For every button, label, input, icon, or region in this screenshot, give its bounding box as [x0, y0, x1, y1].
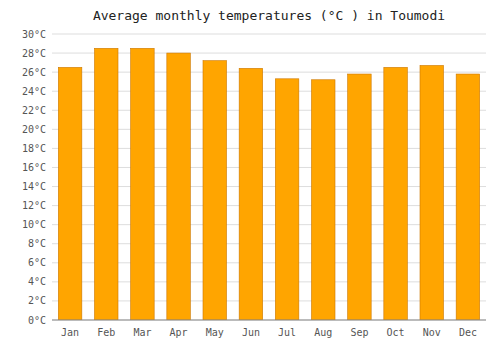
x-tick-label: Oct: [387, 327, 405, 338]
bar: [384, 67, 408, 320]
bar: [420, 65, 444, 320]
x-tick-label: Mar: [133, 327, 151, 338]
grid: [52, 34, 486, 320]
x-tick-label: Apr: [170, 327, 188, 338]
bar: [203, 61, 227, 320]
y-tick-label: 14°C: [22, 181, 46, 192]
y-tick-label: 8°C: [28, 238, 46, 249]
x-tick-label: Dec: [459, 327, 477, 338]
bar: [348, 74, 372, 320]
grid-line: [52, 34, 486, 35]
bar: [167, 53, 191, 320]
x-tick-label: Jan: [61, 327, 79, 338]
x-tick-label: Sep: [350, 327, 368, 338]
y-axis: 0°C 2°C 4°C 6°C 8°C 10°C 12°C 14°C 16°C 18°C 20°C 2…: [22, 29, 46, 326]
bar: [58, 67, 82, 320]
x-tick-label: Aug: [314, 327, 332, 338]
bar: [239, 68, 263, 320]
x-tick-label: Feb: [97, 327, 115, 338]
x-axis-line: [52, 320, 486, 321]
y-tick-label: 20°C: [22, 124, 46, 135]
bar: [131, 48, 155, 320]
title: Average monthly temperatures (°C ) in To…: [93, 8, 445, 23]
y-tick-label: 12°C: [22, 200, 46, 211]
x-axis: Jan Feb Mar Apr May Jun Jul Aug Sep Oct Nov Dec: [52, 320, 486, 338]
y-tick-label: 22°C: [22, 105, 46, 116]
y-tick-label: 16°C: [22, 162, 46, 173]
y-tick-label: 30°C: [22, 29, 46, 40]
x-tick-label: May: [206, 327, 224, 338]
x-tick-label: Jul: [278, 327, 296, 338]
y-tick-label: 18°C: [22, 143, 46, 154]
y-tick-label: 0°C: [28, 315, 46, 326]
y-tick-label: 28°C: [22, 48, 46, 59]
y-tick-label: 10°C: [22, 219, 46, 230]
chart: Average monthly temperatures (°C ) in To…: [0, 0, 500, 350]
y-tick-label: 2°C: [28, 295, 46, 306]
bar: [275, 79, 299, 320]
bars: [58, 48, 479, 320]
bar: [456, 74, 480, 320]
grid-line: [52, 320, 486, 321]
y-tick-label: 26°C: [22, 67, 46, 78]
bar: [311, 80, 335, 320]
x-tick-label: Jun: [242, 327, 260, 338]
y-tick-label: 6°C: [28, 257, 46, 268]
y-tick-label: 4°C: [28, 276, 46, 287]
x-tick-label: Nov: [423, 327, 441, 338]
y-tick-label: 24°C: [22, 86, 46, 97]
bar: [94, 48, 118, 320]
